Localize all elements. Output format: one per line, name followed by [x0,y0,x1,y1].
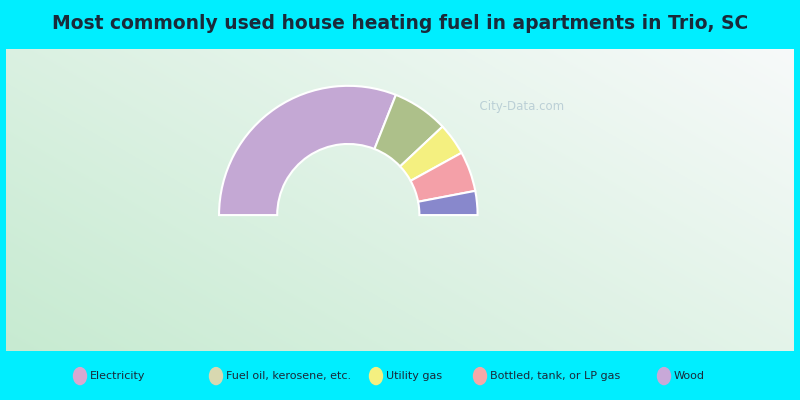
Ellipse shape [369,367,383,385]
Ellipse shape [209,367,223,385]
Text: Wood: Wood [674,371,705,381]
Text: Electricity: Electricity [90,371,145,381]
Text: Most commonly used house heating fuel in apartments in Trio, SC: Most commonly used house heating fuel in… [52,14,748,34]
Text: Utility gas: Utility gas [386,371,442,381]
Ellipse shape [657,367,671,385]
Text: Bottled, tank, or LP gas: Bottled, tank, or LP gas [490,371,620,381]
Text: City-Data.com: City-Data.com [472,100,564,114]
Wedge shape [374,95,442,166]
Wedge shape [219,86,396,215]
Text: Fuel oil, kerosene, etc.: Fuel oil, kerosene, etc. [226,371,350,381]
Ellipse shape [473,367,487,385]
Wedge shape [400,126,462,181]
Ellipse shape [73,367,87,385]
Wedge shape [410,153,475,202]
Wedge shape [418,191,478,215]
